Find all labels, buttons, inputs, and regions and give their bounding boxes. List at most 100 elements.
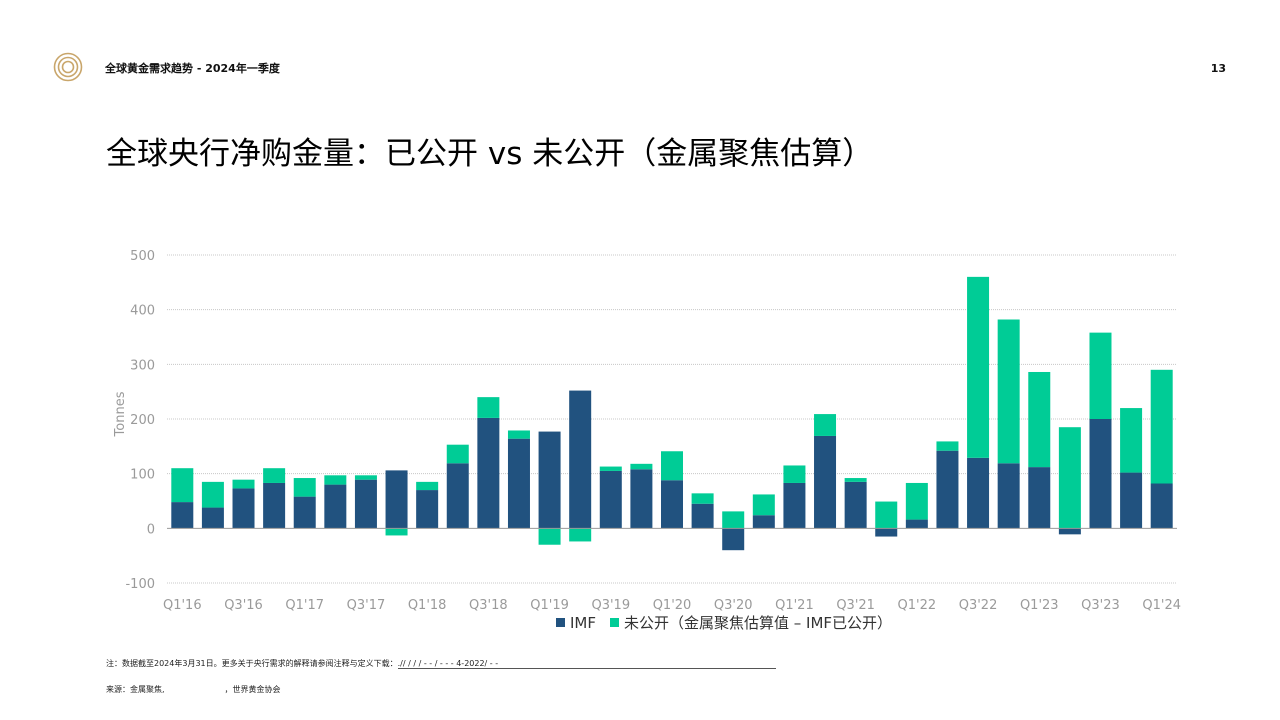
bar-unreported-0 bbox=[171, 468, 194, 503]
bar-unreported-21 bbox=[814, 414, 837, 436]
bar-imf-18 bbox=[722, 528, 745, 551]
bar-unreported-31 bbox=[1120, 408, 1143, 473]
bar-imf-24 bbox=[905, 519, 928, 529]
bar-unreported-18 bbox=[722, 511, 745, 529]
x-tick-label: Q3'16 bbox=[224, 598, 263, 613]
bar-unreported-9 bbox=[446, 444, 469, 464]
bar-unreported-11 bbox=[507, 430, 530, 439]
bar-unreported-13 bbox=[569, 528, 592, 542]
bar-imf-0 bbox=[171, 502, 194, 529]
bar-imf-21 bbox=[814, 435, 837, 529]
bar-unreported-28 bbox=[1028, 371, 1051, 468]
legend-label-unreported: 未公开（金属聚焦估算值 – IMF已公开） bbox=[624, 614, 893, 632]
footer-source: 来源：金属聚焦, ，世界黄金协会 bbox=[106, 684, 281, 695]
bar-imf-22 bbox=[844, 481, 867, 529]
legend-item-unreported: 未公开（金属聚焦估算值 – IMF已公开） bbox=[610, 612, 892, 633]
bar-unreported-30 bbox=[1089, 332, 1112, 419]
footer-note-text: 注：数据截至2024年3月31日。更多关于央行需求的解释请参阅注释与定义下载： bbox=[106, 659, 398, 668]
bar-imf-20 bbox=[783, 482, 806, 529]
bar-imf-17 bbox=[691, 503, 714, 529]
x-tick-label: Q1'18 bbox=[408, 598, 447, 613]
x-tick-label: Q3'18 bbox=[469, 598, 508, 613]
x-tick-label: Q1'22 bbox=[898, 598, 937, 613]
bar-unreported-8 bbox=[416, 481, 439, 491]
bar-unreported-14 bbox=[599, 466, 622, 471]
bar-unreported-19 bbox=[752, 494, 775, 516]
footer-source-prefix: 来源：金属聚焦, bbox=[106, 685, 165, 694]
bar-imf-1 bbox=[201, 507, 224, 529]
x-tick-label: Q3'20 bbox=[714, 598, 753, 613]
bar-imf-13 bbox=[569, 390, 592, 529]
report-title: 全球黄金需求趋势 - 2024年一季度 bbox=[105, 62, 280, 75]
bar-imf-26 bbox=[967, 457, 990, 529]
footer-note: 注：数据截至2024年3月31日。更多关于央行需求的解释请参阅注释与定义下载： … bbox=[106, 658, 776, 669]
y-tick-label: -100 bbox=[125, 577, 155, 592]
y-tick-label: 200 bbox=[130, 413, 155, 428]
bar-imf-6 bbox=[354, 479, 377, 529]
footer-note-link[interactable]: .// / / / - - / - - - 4-2022/ - - bbox=[397, 659, 776, 669]
bar-imf-32 bbox=[1150, 483, 1173, 529]
bar-imf-3 bbox=[263, 482, 286, 529]
bar-imf-14 bbox=[599, 470, 622, 529]
bar-imf-5 bbox=[324, 484, 347, 529]
x-tick-label: Q3'22 bbox=[959, 598, 998, 613]
x-tick-label: Q1'16 bbox=[163, 598, 202, 613]
y-axis-label: Tonnes bbox=[113, 391, 128, 437]
concentric-circles-logo-icon bbox=[53, 52, 83, 82]
bar-imf-8 bbox=[416, 490, 439, 529]
bar-unreported-22 bbox=[844, 478, 867, 482]
bar-imf-7 bbox=[385, 470, 408, 529]
bar-imf-11 bbox=[507, 438, 530, 529]
footer-source-suffix: ，世界黄金协会 bbox=[224, 685, 281, 694]
x-tick-label: Q1'23 bbox=[1020, 598, 1059, 613]
slide-title: 全球央行净购金量：已公开 vs 未公开（金属聚焦估算） bbox=[106, 136, 874, 172]
bar-imf-30 bbox=[1089, 419, 1112, 529]
x-tick-label: Q1'21 bbox=[775, 598, 814, 613]
x-tick-label: Q3'19 bbox=[591, 598, 630, 613]
bar-imf-16 bbox=[661, 480, 683, 529]
bar-unreported-12 bbox=[538, 528, 561, 545]
bar-imf-12 bbox=[538, 431, 561, 529]
bar-unreported-29 bbox=[1058, 427, 1081, 529]
y-tick-label: 300 bbox=[130, 358, 155, 373]
bar-unreported-10 bbox=[477, 397, 500, 418]
bar-unreported-32 bbox=[1150, 369, 1173, 484]
bar-imf-10 bbox=[477, 417, 500, 529]
bar-unreported-26 bbox=[967, 276, 990, 458]
bar-imf-25 bbox=[936, 450, 959, 529]
bar-unreported-25 bbox=[936, 441, 959, 451]
bar-unreported-17 bbox=[691, 493, 714, 504]
bar-imf-31 bbox=[1120, 472, 1143, 529]
legend-swatch-unreported bbox=[610, 618, 619, 627]
bar-unreported-4 bbox=[293, 478, 316, 497]
page-number: 13 bbox=[1210, 62, 1226, 75]
bar-unreported-27 bbox=[997, 319, 1020, 464]
y-tick-label: 400 bbox=[130, 304, 155, 319]
legend-label-imf: IMF bbox=[570, 613, 596, 632]
bar-unreported-15 bbox=[630, 463, 653, 470]
bar-unreported-7 bbox=[385, 528, 408, 536]
bar-unreported-20 bbox=[783, 465, 806, 483]
x-tick-label: Q3'21 bbox=[836, 598, 875, 613]
x-tick-label: Q1'24 bbox=[1142, 598, 1181, 613]
y-tick-label: 500 bbox=[130, 249, 155, 264]
x-tick-label: Q3'23 bbox=[1081, 598, 1120, 613]
bar-imf-4 bbox=[293, 496, 316, 529]
bar-unreported-16 bbox=[661, 451, 683, 481]
y-tick-label: 100 bbox=[130, 468, 155, 483]
chart-legend: IMF 未公开（金属聚焦估算值 – IMF已公开） bbox=[556, 612, 906, 633]
bar-imf-29 bbox=[1058, 528, 1081, 535]
bar-imf-9 bbox=[446, 463, 469, 529]
bar-imf-27 bbox=[997, 463, 1020, 529]
bar-unreported-2 bbox=[232, 479, 255, 489]
y-tick-label: 0 bbox=[147, 522, 155, 537]
bar-imf-28 bbox=[1028, 467, 1051, 529]
legend-swatch-imf bbox=[556, 618, 565, 627]
x-tick-label: Q1'20 bbox=[653, 598, 692, 613]
bar-unreported-24 bbox=[905, 482, 928, 520]
bar-imf-23 bbox=[875, 528, 898, 537]
bar-imf-2 bbox=[232, 488, 255, 529]
x-tick-label: Q3'17 bbox=[347, 598, 386, 613]
